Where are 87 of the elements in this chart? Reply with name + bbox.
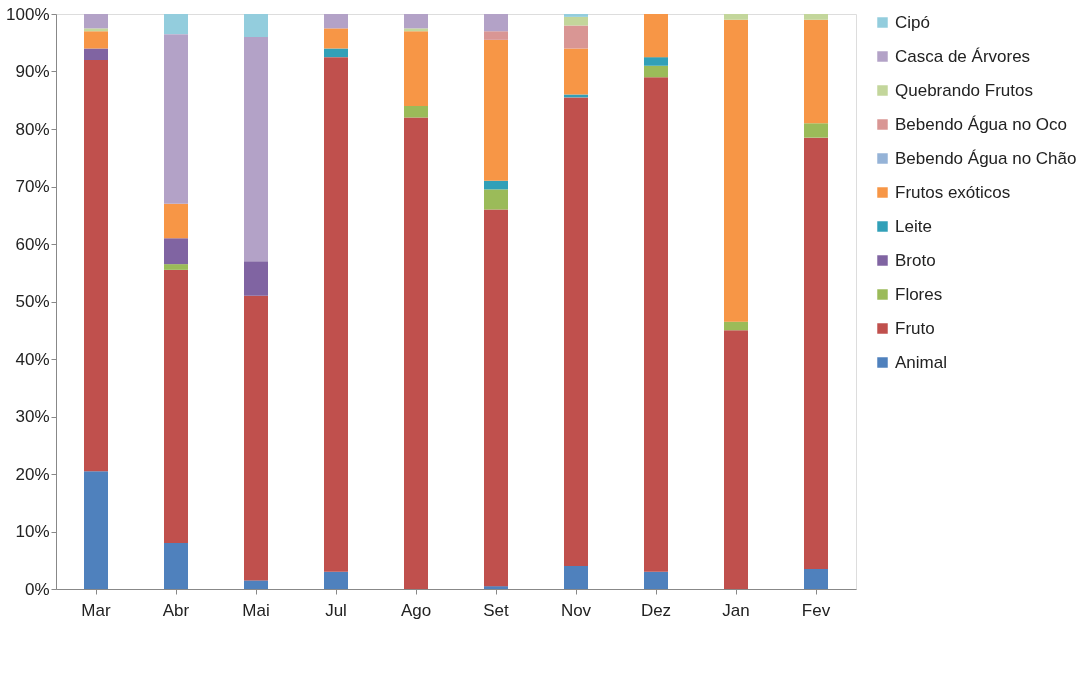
bar bbox=[164, 238, 188, 265]
y-tick-label: 80% bbox=[15, 119, 50, 139]
x-tick-label: Jan bbox=[722, 600, 750, 620]
bar bbox=[724, 330, 748, 589]
bar bbox=[804, 19, 828, 124]
bar bbox=[564, 16, 588, 26]
bar bbox=[644, 571, 668, 589]
bar bbox=[724, 19, 748, 322]
bar bbox=[484, 189, 508, 210]
y-tick-label: 60% bbox=[15, 234, 50, 254]
bar bbox=[404, 14, 428, 29]
y-tick-label: 90% bbox=[15, 62, 50, 81]
y-tick-label: 30% bbox=[15, 407, 50, 426]
y-tick-label: 70% bbox=[15, 177, 50, 196]
bar bbox=[804, 568, 828, 589]
bar bbox=[484, 586, 508, 589]
legend-label: Bebendo Água no Chão bbox=[895, 148, 1077, 168]
bar bbox=[164, 34, 188, 204]
legend-label: Leite bbox=[895, 216, 932, 236]
y-tick-label: 50% bbox=[15, 292, 50, 311]
bar bbox=[324, 48, 348, 58]
bar bbox=[244, 580, 268, 589]
y-tick-label: 40% bbox=[15, 349, 50, 369]
x-tick-label: Nov bbox=[560, 600, 592, 620]
bar bbox=[644, 14, 668, 58]
bar bbox=[164, 14, 188, 35]
x-tick-label: Mar bbox=[81, 600, 111, 620]
x-tick-label: Fev bbox=[801, 600, 831, 620]
bar bbox=[724, 14, 748, 20]
bar bbox=[644, 65, 668, 78]
bar bbox=[164, 203, 188, 239]
y-tick-label: 10% bbox=[15, 522, 50, 541]
bar bbox=[324, 57, 348, 572]
bar bbox=[84, 31, 108, 49]
bar bbox=[484, 209, 508, 587]
bar bbox=[164, 269, 188, 543]
bar bbox=[484, 31, 508, 40]
bar bbox=[564, 14, 588, 17]
bar bbox=[324, 28, 348, 49]
bar bbox=[484, 180, 508, 190]
legend-label: Broto bbox=[895, 250, 936, 270]
bar bbox=[324, 14, 348, 29]
bar bbox=[164, 543, 188, 589]
bar bbox=[244, 261, 268, 296]
bar bbox=[804, 123, 828, 138]
bar bbox=[324, 571, 348, 589]
bar bbox=[724, 321, 748, 331]
bar bbox=[644, 57, 668, 66]
legend-label: Cipó bbox=[895, 12, 930, 32]
legend-label: Frutos exóticos bbox=[895, 182, 1011, 202]
bar bbox=[84, 48, 108, 60]
y-tick-label: 0% bbox=[24, 579, 50, 599]
x-tick-label: Dez bbox=[640, 600, 672, 620]
bar bbox=[404, 117, 428, 589]
x-tick-label: Jul bbox=[325, 600, 347, 620]
bar bbox=[244, 295, 268, 581]
bar bbox=[484, 39, 508, 181]
x-tick-label: Mai bbox=[242, 600, 270, 620]
bar bbox=[564, 566, 588, 589]
x-tick-label: Abr bbox=[162, 600, 190, 620]
bar bbox=[484, 14, 508, 32]
bar bbox=[564, 97, 588, 566]
bar bbox=[84, 28, 108, 32]
bar bbox=[404, 31, 428, 106]
bar bbox=[804, 137, 828, 569]
bar bbox=[564, 25, 588, 49]
legend-label: Quebrando Frutos bbox=[895, 80, 1033, 100]
legend-label: Bebendo Água no Oco bbox=[895, 114, 1068, 134]
bar bbox=[84, 14, 108, 29]
y-tick-label: 100% bbox=[6, 4, 50, 24]
bar bbox=[404, 106, 428, 118]
legend-label: Casca de Árvores bbox=[895, 46, 1031, 66]
bar bbox=[164, 264, 188, 270]
y-tick-label: 20% bbox=[15, 464, 50, 484]
x-tick-label: Set bbox=[483, 600, 510, 620]
bar bbox=[404, 28, 428, 32]
bar bbox=[244, 14, 268, 37]
bar bbox=[644, 77, 668, 572]
bar bbox=[84, 60, 108, 472]
bar bbox=[804, 14, 828, 20]
legend-label: Fruto bbox=[895, 318, 935, 338]
legend-label: Flores bbox=[895, 284, 943, 304]
bar bbox=[564, 48, 588, 95]
legend-label: Animal bbox=[895, 352, 947, 372]
x-tick-label: Ago bbox=[400, 600, 432, 620]
bar bbox=[244, 37, 268, 262]
bar bbox=[84, 471, 108, 589]
